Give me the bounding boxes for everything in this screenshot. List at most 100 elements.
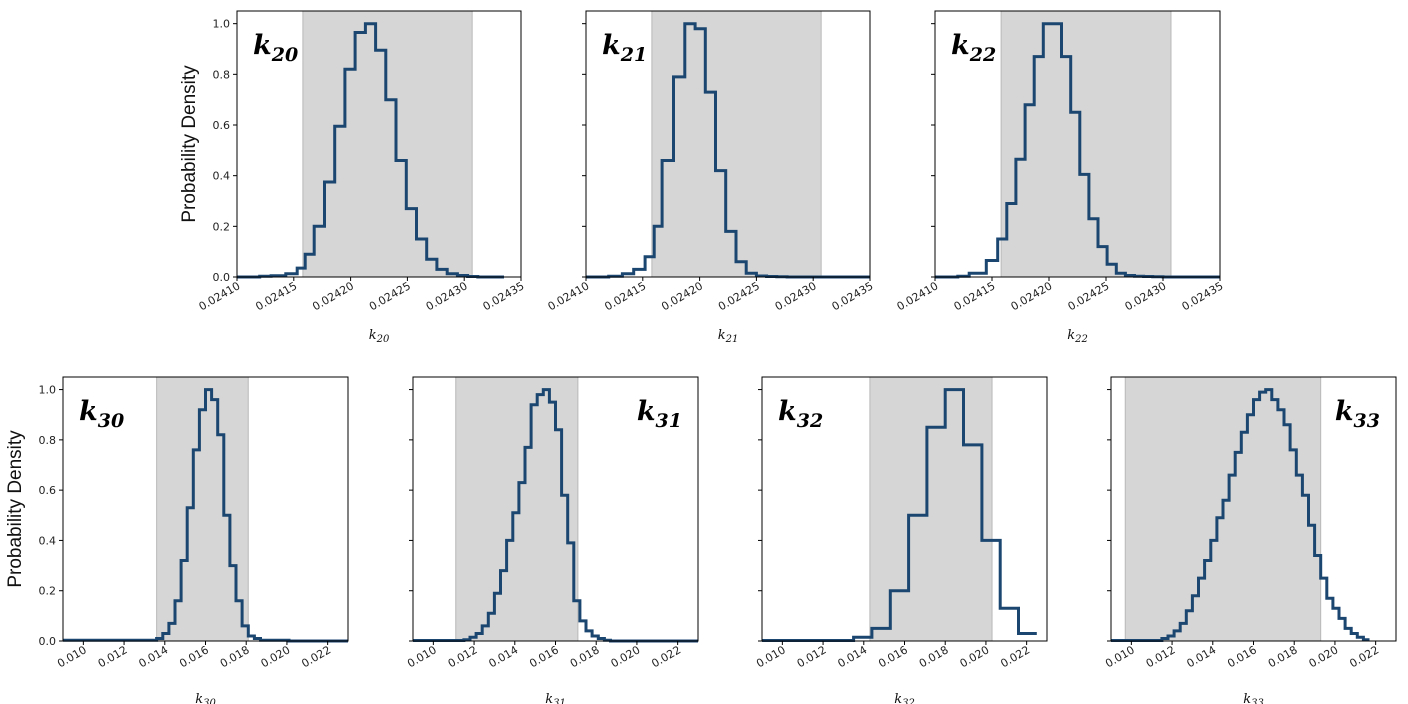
y-tick-label: 0.4 (39, 534, 57, 547)
panel-label-subscript: 33 (1354, 410, 1380, 432)
histogram-panel: 0.02410 0.02415 0.02420 0.02425 0.02430 0.024… (546, 10, 876, 345)
y-axis-label: Probability Density (5, 430, 26, 588)
x-axis-label: k22 (1067, 328, 1088, 345)
y-tick-label: 0.0 (213, 271, 231, 284)
histogram-panel: 0.010 0.012 0.014 0.016 0.018 0.020 0.022 k33 k3… (1103, 376, 1397, 704)
x-tick-label: 0.02410 (197, 279, 243, 313)
x-tick-label: 0.018 (568, 643, 602, 670)
panel-label-subscript: 22 (969, 44, 996, 66)
credible-interval-band (455, 377, 578, 641)
panel-label: k30 (79, 396, 124, 432)
x-tick-label: 0.010 (55, 643, 89, 670)
y-tick-label: 0.8 (39, 434, 57, 447)
x-axis-label: k30 (195, 692, 216, 704)
x-tick-label: 0.018 (1266, 643, 1300, 670)
x-tick-label: 0.010 (754, 643, 788, 670)
panel-label-subscript: 30 (98, 410, 124, 432)
x-tick-label: 0.02410 (546, 279, 592, 313)
y-tick-label: 0.4 (213, 170, 231, 183)
histogram-panel: 0.0 0.2 0.4 0.6 0.8 1.0 0.02410 0.02415 0.02420 0… (179, 10, 527, 345)
x-tick-label: 0.010 (1103, 643, 1137, 670)
x-tick-label: 0.02435 (1180, 279, 1226, 313)
x-tick-label: 0.02420 (310, 279, 356, 313)
x-axis-label: k31 (545, 692, 566, 704)
histogram-step-line (413, 388, 698, 643)
y-tick-label: 0.6 (213, 119, 231, 132)
x-axis-label: k33 (1243, 692, 1264, 704)
x-tick-label: 0.02410 (895, 279, 941, 313)
x-axis-label: k21 (718, 328, 739, 345)
x-tick-label: 0.020 (1307, 643, 1341, 670)
x-tick-label: 0.018 (917, 643, 951, 670)
x-tick-label: 0.014 (487, 643, 521, 670)
y-tick-label: 1.0 (213, 18, 231, 31)
x-axis-label-subscript: 20 (376, 334, 390, 345)
x-tick-label: 0.012 (96, 643, 130, 670)
x-axis-label: k20 (369, 328, 390, 345)
credible-interval-band (1001, 11, 1171, 277)
x-tick-label: 0.02415 (602, 279, 648, 313)
axes-frame (585, 10, 871, 278)
panel-label-subscript: 32 (797, 410, 823, 432)
x-tick-label: 0.02430 (1123, 279, 1169, 313)
x-tick-label: 0.02435 (830, 279, 876, 313)
histogram-step-line (935, 22, 1220, 279)
x-tick-label: 0.020 (609, 643, 643, 670)
x-axis-label-subscript: 31 (553, 698, 566, 704)
x-tick-label: 0.014 (836, 643, 870, 670)
x-axis-label-subscript: 33 (1251, 698, 1264, 704)
x-tick-label: 0.012 (1144, 643, 1178, 670)
panel-label: k33 (1335, 396, 1380, 432)
x-axis-label: k32 (894, 692, 915, 704)
x-tick-label: 0.016 (1225, 643, 1259, 670)
x-tick-label: 0.022 (1347, 643, 1381, 670)
panel-label: k20 (253, 30, 298, 66)
x-axis-label-subscript: 32 (902, 698, 915, 704)
histogram-step-line (63, 388, 348, 643)
histogram-panel: 0.010 0.012 0.014 0.016 0.018 0.020 0.022 k31 k3… (405, 376, 699, 704)
y-tick-label: 0.0 (39, 635, 57, 648)
histogram-step-line (237, 22, 504, 279)
credible-interval-band (302, 11, 473, 277)
axes-frame (236, 10, 522, 278)
x-tick-label: 0.022 (649, 643, 683, 670)
y-tick-label: 0.2 (213, 220, 231, 233)
credible-interval-band (156, 377, 249, 641)
x-tick-label: 0.016 (177, 643, 211, 670)
x-axis-label-subscript: 22 (1074, 334, 1088, 345)
x-tick-label: 0.018 (218, 643, 252, 670)
x-tick-label: 0.02435 (481, 279, 527, 313)
y-tick-label: 0.2 (39, 585, 57, 598)
histogram-panel: 0.010 0.012 0.014 0.016 0.018 0.020 0.022 k32 k3… (754, 376, 1048, 704)
x-tick-label: 0.02415 (253, 279, 299, 313)
x-tick-label: 0.02430 (773, 279, 819, 313)
x-tick-label: 0.016 (876, 643, 910, 670)
x-axis-label-subscript: 21 (725, 334, 739, 345)
x-tick-label: 0.014 (1185, 643, 1219, 670)
y-tick-label: 1.0 (39, 384, 57, 397)
x-tick-label: 0.010 (405, 643, 439, 670)
x-tick-label: 0.02415 (952, 279, 998, 313)
x-tick-label: 0.012 (795, 643, 829, 670)
panel-label-subscript: 20 (271, 44, 298, 66)
x-axis-label-subscript: 30 (203, 698, 216, 704)
x-tick-label: 0.012 (446, 643, 480, 670)
histogram-panel: 0.02410 0.02415 0.02420 0.02425 0.02430 0.024… (895, 10, 1226, 345)
y-tick-label: 0.8 (213, 68, 231, 81)
x-tick-label: 0.020 (259, 643, 293, 670)
credible-interval-band (869, 377, 993, 641)
x-tick-label: 0.02425 (1066, 279, 1112, 313)
x-tick-label: 0.022 (998, 643, 1032, 670)
x-tick-label: 0.02425 (367, 279, 413, 313)
histogram-panel: 0.0 0.2 0.4 0.6 0.8 1.0 0.010 0.012 0.014 0.016 0.… (5, 376, 349, 704)
x-tick-label: 0.02430 (424, 279, 470, 313)
x-tick-label: 0.014 (137, 643, 171, 670)
y-tick-label: 0.6 (39, 484, 57, 497)
y-axis-label: Probability Density (179, 65, 200, 223)
x-tick-label: 0.020 (958, 643, 992, 670)
x-tick-label: 0.016 (527, 643, 561, 670)
histogram-step-line (762, 388, 1037, 642)
panel-label-subscript: 31 (656, 410, 682, 432)
panel-label: k31 (637, 396, 682, 432)
